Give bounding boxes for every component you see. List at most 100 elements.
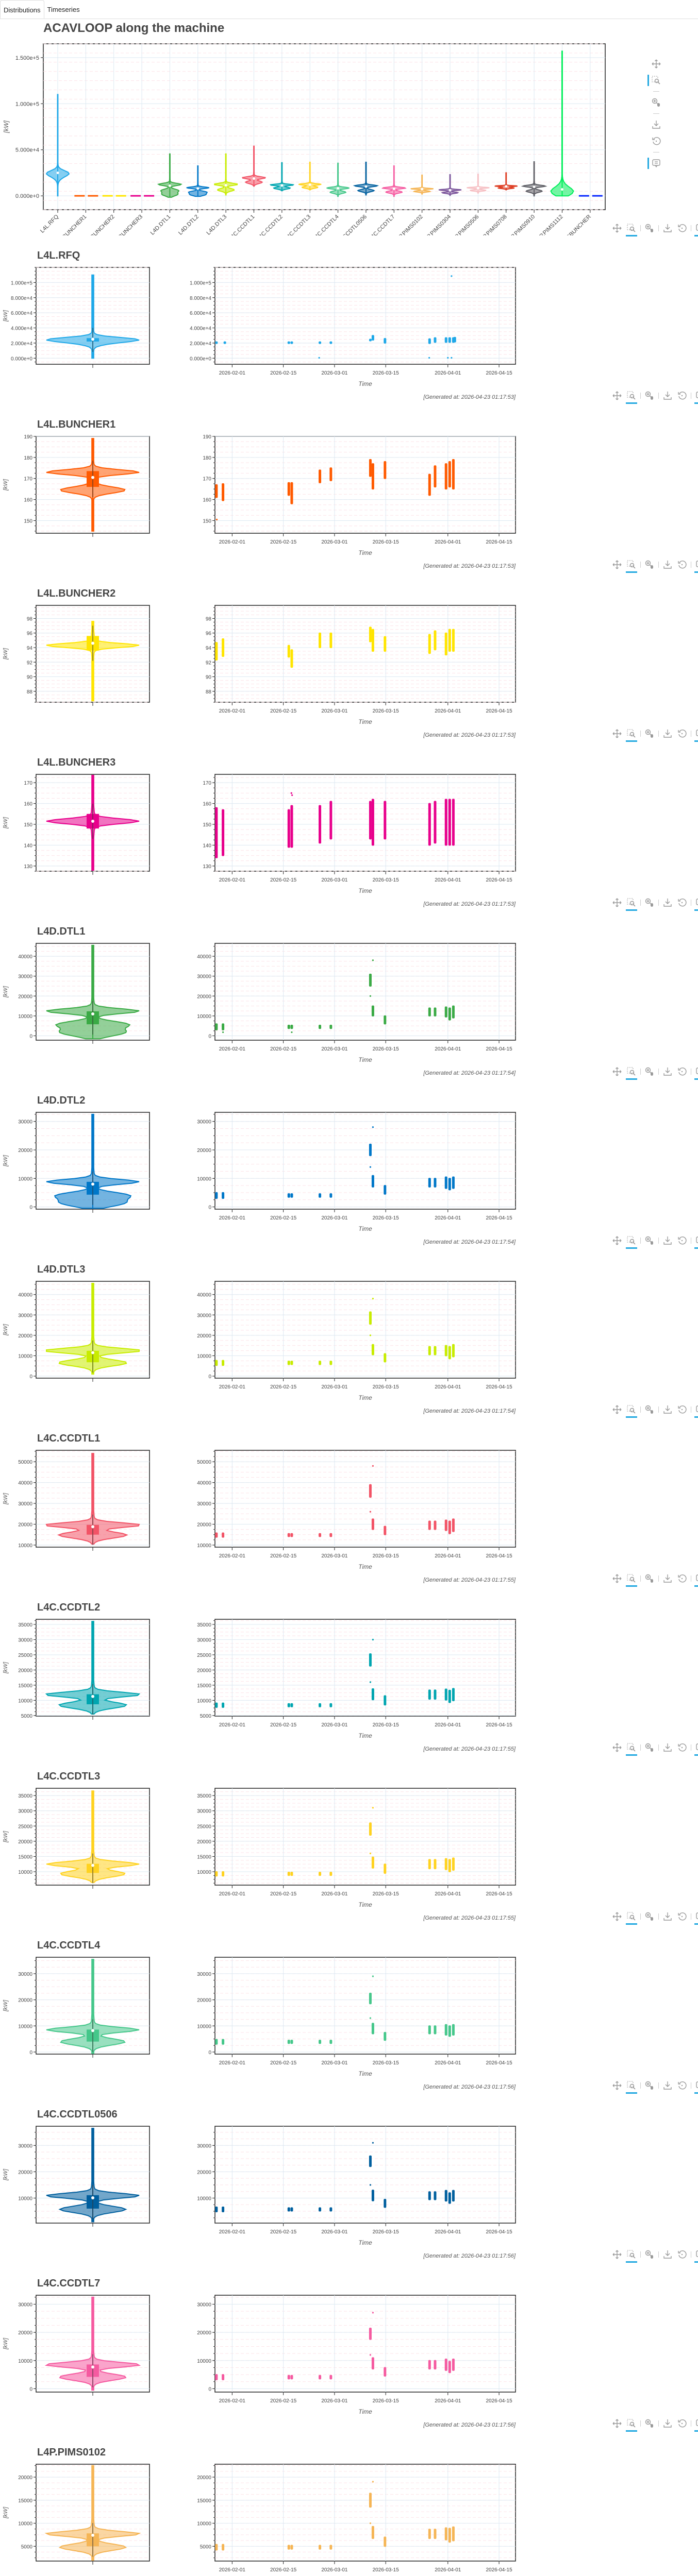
hover-tool-button[interactable] [694, 1742, 698, 1756]
box-zoom-tool-button[interactable] [626, 1742, 637, 1756]
hover-tool-button[interactable] [694, 1066, 698, 1080]
station-charts[interactable]: 0 10000 20000 30000 [kW] 0 10000 20000 30000 2026… [0, 1925, 698, 2094]
station-charts[interactable]: 5000 10000 15000 20000 25000 30000 35000 [kW] 50… [0, 1587, 698, 1756]
hover-tool-button[interactable] [694, 897, 698, 911]
reset-tool-button[interactable] [676, 1911, 688, 1922]
pan-tool-button[interactable] [611, 728, 623, 739]
hover-tool-button[interactable] [694, 559, 698, 573]
wheel-zoom-tool-button[interactable] [644, 2249, 655, 2260]
box-zoom-tool-button[interactable] [626, 1066, 637, 1080]
save-tool-button[interactable] [662, 223, 673, 234]
hover-tool-button[interactable] [694, 1911, 698, 1925]
pan-tool-button[interactable] [651, 58, 662, 70]
wheel-zoom-tool-button[interactable] [651, 97, 662, 108]
pan-tool-button[interactable] [611, 223, 623, 234]
save-tool-button[interactable] [662, 1573, 673, 1584]
reset-tool-button[interactable] [676, 1404, 688, 1415]
reset-tool-button[interactable] [676, 2418, 688, 2429]
reset-tool-button[interactable] [676, 1573, 688, 1584]
reset-tool-button[interactable] [676, 1742, 688, 1753]
box-zoom-tool-button[interactable] [626, 559, 637, 573]
hover-tool-button[interactable] [694, 2249, 698, 2263]
box-zoom-tool-button[interactable] [626, 1404, 637, 1418]
box-zoom-tool-button[interactable] [626, 223, 637, 236]
save-tool-button[interactable] [662, 1404, 673, 1415]
pan-tool-button[interactable] [611, 1235, 623, 1246]
save-tool-button[interactable] [662, 2249, 673, 2260]
reset-tool-button[interactable] [676, 2249, 688, 2260]
station-charts[interactable]: 0 10000 20000 30000 [kW] 0 10000 20000 30000 2026… [0, 2263, 698, 2432]
wheel-zoom-tool-button[interactable] [644, 1066, 655, 1077]
hover-tool-button[interactable] [647, 158, 662, 169]
hover-tool-button[interactable] [694, 2080, 698, 2094]
station-charts[interactable]: 10000 20000 30000 40000 50000 [kW] 10000 20000 3… [0, 1418, 698, 1587]
pan-tool-button[interactable] [611, 1911, 623, 1922]
overview-violin-chart[interactable]: 0.000e+0 5.000e+4 1.000e+5 1.500e+5 [kW] L4L.… [0, 19, 698, 235]
hover-tool-button[interactable] [694, 728, 698, 742]
station-charts[interactable]: 10000 20000 30000 [kW] 10000 20000 30000 2026-0… [0, 2094, 698, 2263]
pan-tool-button[interactable] [611, 2418, 623, 2429]
station-charts[interactable]: 0 10000 20000 30000 [kW] 0 10000 20000 30000 2026… [0, 1080, 698, 1249]
save-tool-button[interactable] [662, 390, 673, 401]
save-tool-button[interactable] [662, 1742, 673, 1753]
save-tool-button[interactable] [651, 119, 662, 130]
reset-tool-button[interactable] [676, 559, 688, 570]
wheel-zoom-tool-button[interactable] [644, 1742, 655, 1753]
wheel-zoom-tool-button[interactable] [644, 728, 655, 739]
save-tool-button[interactable] [662, 2080, 673, 2091]
hover-tool-button[interactable] [694, 1404, 698, 1418]
reset-tool-button[interactable] [676, 390, 688, 401]
tab-distributions[interactable]: Distributions [0, 0, 44, 19]
box-zoom-tool-button[interactable] [626, 1911, 637, 1925]
save-tool-button[interactable] [662, 2418, 673, 2429]
wheel-zoom-tool-button[interactable] [644, 1573, 655, 1584]
pan-tool-button[interactable] [611, 2080, 623, 2091]
pan-tool-button[interactable] [611, 1573, 623, 1584]
box-zoom-tool-button[interactable] [626, 2418, 637, 2432]
station-charts[interactable]: 88 90 92 94 96 98 [kW] 88 90 92 94 96 98 2026-02-01 20… [0, 573, 698, 742]
wheel-zoom-tool-button[interactable] [644, 897, 655, 908]
reset-tool-button[interactable] [676, 897, 688, 908]
save-tool-button[interactable] [662, 1066, 673, 1077]
hover-tool-button[interactable] [694, 2418, 698, 2432]
wheel-zoom-tool-button[interactable] [644, 2080, 655, 2091]
tab-timeseries[interactable]: Timeseries [47, 6, 80, 13]
reset-tool-button[interactable] [676, 728, 688, 739]
wheel-zoom-tool-button[interactable] [644, 390, 655, 401]
wheel-zoom-tool-button[interactable] [644, 223, 655, 234]
station-charts[interactable]: 150 160 170 180 190 [kW] 150 160 170 180 190 2026-0… [0, 404, 698, 573]
wheel-zoom-tool-button[interactable] [644, 1404, 655, 1415]
reset-tool-button[interactable] [676, 2080, 688, 2091]
station-charts[interactable]: 5000 10000 15000 20000 [kW] 5000 10000 15000 200… [0, 2432, 698, 2576]
hover-tool-button[interactable] [694, 1573, 698, 1587]
wheel-zoom-tool-button[interactable] [644, 559, 655, 570]
reset-tool-button[interactable] [651, 135, 662, 147]
save-tool-button[interactable] [662, 559, 673, 570]
box-zoom-tool-button[interactable] [626, 1235, 637, 1249]
hover-tool-button[interactable] [694, 390, 698, 404]
pan-tool-button[interactable] [611, 897, 623, 908]
pan-tool-button[interactable] [611, 559, 623, 570]
pan-tool-button[interactable] [611, 1404, 623, 1415]
reset-tool-button[interactable] [676, 1066, 688, 1077]
box-zoom-tool-button[interactable] [626, 2249, 637, 2263]
hover-tool-button[interactable] [694, 223, 698, 236]
box-zoom-tool-button[interactable] [626, 2080, 637, 2094]
save-tool-button[interactable] [662, 728, 673, 739]
station-charts[interactable]: 10000 15000 20000 25000 30000 35000 [kW] 10000 1… [0, 1756, 698, 1925]
box-zoom-tool-button[interactable] [626, 390, 637, 404]
station-charts[interactable]: 0 10000 20000 30000 40000 [kW] 0 10000 20000 3000… [0, 911, 698, 1080]
pan-tool-button[interactable] [611, 2249, 623, 2260]
box-zoom-tool-button[interactable] [626, 897, 637, 911]
save-tool-button[interactable] [662, 1911, 673, 1922]
reset-tool-button[interactable] [676, 223, 688, 234]
box-zoom-tool-button[interactable] [647, 75, 662, 86]
save-tool-button[interactable] [662, 1235, 673, 1246]
box-zoom-tool-button[interactable] [626, 1573, 637, 1587]
station-charts[interactable]: 130 140 150 160 170 [kW] 130 140 150 160 170 2026-0… [0, 742, 698, 911]
reset-tool-button[interactable] [676, 1235, 688, 1246]
pan-tool-button[interactable] [611, 1742, 623, 1753]
pan-tool-button[interactable] [611, 390, 623, 401]
box-zoom-tool-button[interactable] [626, 728, 637, 742]
wheel-zoom-tool-button[interactable] [644, 1235, 655, 1246]
